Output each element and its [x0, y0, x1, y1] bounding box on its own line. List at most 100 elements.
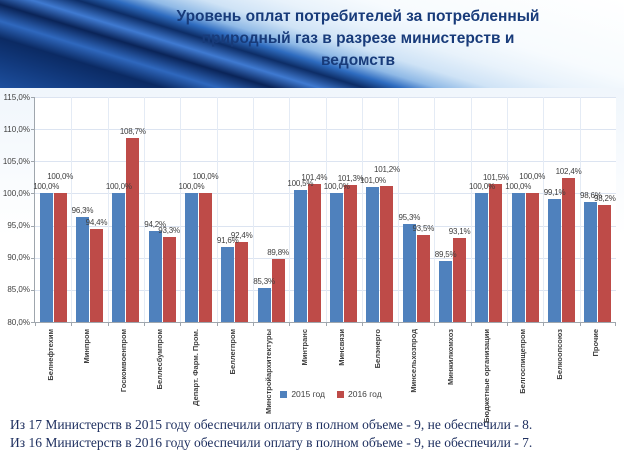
x-tick-mark — [580, 322, 581, 326]
value-label-2016: 101,4% — [301, 173, 328, 183]
x-tick-mark — [180, 322, 181, 326]
gridline — [35, 193, 616, 195]
value-label-2015: 100,0% — [178, 182, 205, 192]
bar-2015 — [257, 287, 271, 322]
category-label: Бюджетные организации — [481, 329, 491, 423]
bar-2015 — [330, 193, 344, 322]
y-tick-mark — [31, 322, 35, 323]
value-label-2015: 101,0% — [360, 176, 386, 185]
plot-area: 100,0% 100,0% 96,3% 94,4% 100,0% 108,7% 94,2% 9… — [31, 97, 616, 326]
y-tick-label: 105,0% — [2, 156, 30, 166]
gridline-vertical — [326, 97, 327, 322]
x-tick-mark — [289, 322, 290, 326]
bar-chart: 80,0% 85,0% 90,0% 95,0% 100,0% 105,0% 110,0% 11… — [0, 88, 624, 423]
bar-2015 — [439, 260, 453, 322]
value-label-2015: 100,0% — [505, 182, 532, 192]
value-label-2015: 100,0% — [105, 182, 132, 192]
category-label: Госкомвоенпром — [118, 329, 128, 393]
legend-item-2016: 2016 год — [337, 389, 382, 399]
value-label-2016: 100,0% — [47, 172, 74, 182]
value-label-2016: 92,4% — [230, 231, 253, 241]
x-tick-mark — [615, 322, 616, 326]
bar-2016 — [307, 184, 321, 322]
bar-2016 — [53, 193, 67, 322]
value-label-2016: 100,0% — [519, 172, 546, 182]
bar-2016 — [380, 185, 394, 322]
bar-2015 — [148, 230, 162, 322]
bar-2016 — [271, 259, 285, 322]
x-tick-mark — [71, 322, 72, 326]
value-label-2016: 102,4% — [555, 167, 582, 176]
bar-2016 — [126, 137, 140, 322]
bar-2015 — [221, 247, 235, 322]
legend-label-2016: 2016 год — [348, 389, 382, 399]
x-tick-mark — [471, 322, 472, 326]
x-tick-mark — [253, 322, 254, 326]
gridline-vertical — [217, 97, 218, 322]
slide-title-line-1: Уровень оплат потребителей за потребленн… — [176, 8, 540, 25]
gridline-vertical — [471, 97, 472, 322]
category-label: Белэнерго — [372, 329, 382, 369]
bar-2016 — [235, 242, 249, 322]
y-tick-label: 85,0% — [7, 285, 30, 295]
y-tick-mark — [31, 289, 35, 291]
chart-legend: 2015 год 2016 год — [0, 389, 624, 399]
bar-2015 — [112, 193, 126, 322]
gridline-vertical — [180, 97, 181, 322]
value-label-2016: 93,1% — [448, 226, 471, 236]
header-banner: Уровень оплат потребителей за потребленн… — [0, 0, 624, 90]
bar-2015 — [293, 190, 307, 322]
value-label-2016: 100,0% — [192, 172, 219, 182]
gridline-vertical — [289, 97, 290, 322]
footer-line-2: Из 16 Министерств в 2016 году обеспечили… — [10, 434, 533, 450]
y-tick-mark — [31, 225, 35, 227]
bar-2016 — [89, 229, 103, 322]
x-tick-mark — [217, 322, 218, 326]
bar-2016 — [198, 193, 212, 322]
x-axis-labels: Белнефтехим Минпром Госкомвоенпром Беллесбу… — [34, 326, 615, 423]
bar-2016 — [598, 205, 612, 322]
category-label: Беллегпром — [227, 329, 237, 375]
category-label: Минпром — [82, 329, 92, 364]
bar-2016 — [453, 237, 467, 322]
y-tick-label: 115,0% — [3, 92, 30, 102]
category-label: Минжилкомхоз — [445, 329, 455, 385]
y-tick-label: 100,0% — [2, 188, 30, 198]
category-label: Беллесбумпром — [155, 329, 165, 390]
x-tick-mark — [326, 322, 327, 326]
category-label: Белкоопсоюз — [554, 329, 564, 380]
value-label-2016: 101,2% — [374, 164, 400, 174]
value-label-2015: 100,0% — [323, 182, 350, 192]
gridline-vertical — [144, 97, 145, 322]
bar-2015 — [475, 193, 489, 322]
gridline-vertical — [580, 97, 581, 322]
gridline — [35, 97, 616, 98]
x-tick-mark — [398, 322, 399, 326]
gridline — [35, 257, 616, 259]
gridline — [35, 129, 616, 131]
value-label-2015: 89,5% — [434, 249, 457, 259]
bar-2015 — [39, 193, 53, 322]
gridline — [35, 289, 616, 291]
gridline-vertical — [543, 97, 544, 322]
footer-notes: Из 17 Министерств в 2015 году обеспечили… — [10, 416, 614, 452]
y-tick-label: 80,0% — [7, 317, 30, 327]
category-label: Минстройархитектуры — [264, 329, 274, 414]
gridline — [35, 225, 616, 227]
bar-2015 — [402, 223, 416, 322]
value-label-2015: 96,3% — [71, 206, 94, 216]
bar-2016 — [562, 178, 576, 322]
x-tick-mark — [434, 322, 435, 326]
bar-2015 — [184, 193, 198, 322]
legend-swatch-2016-icon — [337, 390, 344, 398]
value-label-2015: 85,3% — [253, 276, 275, 286]
legend-label-2015: 2015 год — [291, 389, 325, 399]
x-tick-mark — [507, 322, 508, 326]
bar-2016 — [344, 185, 358, 322]
y-tick-mark — [31, 257, 35, 259]
bar-2015 — [75, 217, 89, 322]
bar-2015 — [584, 202, 598, 322]
y-tick-mark — [31, 193, 35, 195]
bar-2016 — [162, 236, 176, 322]
value-label-2016: 93,3% — [158, 225, 180, 235]
